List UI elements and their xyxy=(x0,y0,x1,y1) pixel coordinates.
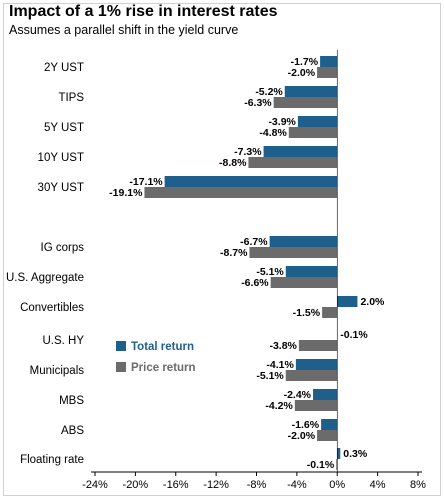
bar-total-return-10y-ust xyxy=(263,146,338,157)
data-label-total-return-convertibles: 2.0% xyxy=(360,296,385,308)
bar-total-return-municipals xyxy=(295,359,338,370)
bar-price-return-tips xyxy=(273,97,338,108)
bar-price-return-mbs xyxy=(294,400,338,411)
data-label-price-return-tips: -6.3% xyxy=(244,97,272,109)
data-label-total-return-ig-corps: -6.7% xyxy=(240,236,268,248)
data-label-total-return-mbs: -2.4% xyxy=(284,389,312,401)
x-tick-label: 0% xyxy=(329,479,345,491)
legend-item-total-return: Total return xyxy=(116,341,194,353)
data-label-total-return-municipals: -4.1% xyxy=(266,359,294,371)
x-tick-label: -24% xyxy=(82,479,108,491)
data-label-price-return-abs: -2.0% xyxy=(288,430,316,442)
data-label-price-return-u-s-hy: -3.8% xyxy=(269,340,297,352)
legend-swatch-total-return xyxy=(116,341,126,351)
bar-price-return-5y-ust xyxy=(288,127,338,138)
bar-total-return-floating-rate xyxy=(337,448,341,459)
x-tick-label: -8% xyxy=(247,479,267,491)
chart-title: Impact of a 1% rise in interest rates xyxy=(9,3,278,20)
bar-total-return-convertibles xyxy=(337,296,358,307)
data-label-price-return-5y-ust: -4.8% xyxy=(259,127,287,139)
legend-swatch-price-return xyxy=(116,362,126,372)
data-label-total-return-30y-ust: -17.1% xyxy=(129,176,163,188)
bar-price-return-u-s-aggregate xyxy=(270,277,338,288)
category-label-30y-ust: 30Y UST xyxy=(38,182,84,194)
data-label-total-return-floating-rate: 0.3% xyxy=(343,448,368,460)
bar-total-return-5y-ust xyxy=(297,116,338,127)
data-label-price-return-ig-corps: -8.7% xyxy=(220,247,248,259)
x-tick-label: -12% xyxy=(203,479,229,491)
bar-total-return-2y-ust xyxy=(320,56,338,67)
x-tick-label: 4% xyxy=(370,479,386,491)
bar-total-return-ig-corps xyxy=(269,236,338,247)
bar-total-return-tips xyxy=(284,86,338,97)
category-label-convertibles: Convertibles xyxy=(20,302,84,314)
category-label-municipals: Municipals xyxy=(30,365,85,377)
data-label-price-return-30y-ust: -19.1% xyxy=(109,187,143,199)
x-tick-label: 8% xyxy=(410,479,426,491)
legend-label-price-return: Price return xyxy=(131,362,196,374)
chart-subtitle: Assumes a parallel shift in the yield cu… xyxy=(9,23,239,37)
data-label-price-return-10y-ust: -8.8% xyxy=(219,157,247,169)
category-label-tips: TIPS xyxy=(58,92,84,104)
category-label-floating-rate: Floating rate xyxy=(20,454,84,466)
category-label-ig-corps: IG corps xyxy=(41,242,85,254)
data-label-total-return-abs: -1.6% xyxy=(292,419,320,431)
bar-price-return-municipals xyxy=(285,370,338,381)
bar-total-return-abs xyxy=(321,419,338,430)
data-label-total-return-u-s-aggregate: -5.1% xyxy=(256,266,284,278)
bar-price-return-30y-ust xyxy=(144,187,338,198)
category-label-mbs: MBS xyxy=(59,395,84,407)
legend-label-total-return: Total return xyxy=(131,341,195,353)
data-label-price-return-convertibles: -1.5% xyxy=(293,307,321,319)
data-label-total-return-tips: -5.2% xyxy=(255,86,283,98)
category-label-10y-ust: 10Y UST xyxy=(38,152,84,164)
data-label-price-return-2y-ust: -2.0% xyxy=(288,67,316,79)
chart-border xyxy=(3,3,441,496)
data-label-total-return-u-s-hy: -0.1% xyxy=(340,329,368,341)
data-label-price-return-mbs: -4.2% xyxy=(265,400,293,412)
data-label-price-return-u-s-aggregate: -6.6% xyxy=(241,277,269,289)
bar-price-return-abs xyxy=(317,430,338,441)
category-label-2y-ust: 2Y UST xyxy=(44,62,84,74)
data-label-price-return-floating-rate: -0.1% xyxy=(307,459,335,471)
category-label-abs: ABS xyxy=(61,425,84,437)
data-label-price-return-municipals: -5.1% xyxy=(256,370,284,382)
bar-total-return-u-s-aggregate xyxy=(285,266,338,277)
category-label-u-s-aggregate: U.S. Aggregate xyxy=(6,272,84,284)
x-tick-label: -20% xyxy=(123,479,149,491)
data-label-total-return-5y-ust: -3.9% xyxy=(268,116,296,128)
bar-total-return-mbs xyxy=(313,389,338,400)
category-label-u-s-hy: U.S. HY xyxy=(42,335,84,347)
legend-item-price-return: Price return xyxy=(116,362,196,374)
bar-price-return-10y-ust xyxy=(248,157,338,168)
x-tick-label: -16% xyxy=(163,479,189,491)
bar-price-return-convertibles xyxy=(322,307,338,318)
bar-total-return-30y-ust xyxy=(164,176,338,187)
category-label-5y-ust: 5Y UST xyxy=(44,122,84,134)
bar-price-return-u-s-hy xyxy=(298,340,338,351)
x-tick-label: -4% xyxy=(287,479,307,491)
data-label-total-return-10y-ust: -7.3% xyxy=(234,146,262,158)
data-label-total-return-2y-ust: -1.7% xyxy=(291,56,319,68)
bar-price-return-ig-corps xyxy=(249,247,338,258)
bar-price-return-2y-ust xyxy=(317,67,338,78)
bar-price-return-floating-rate xyxy=(336,459,338,470)
